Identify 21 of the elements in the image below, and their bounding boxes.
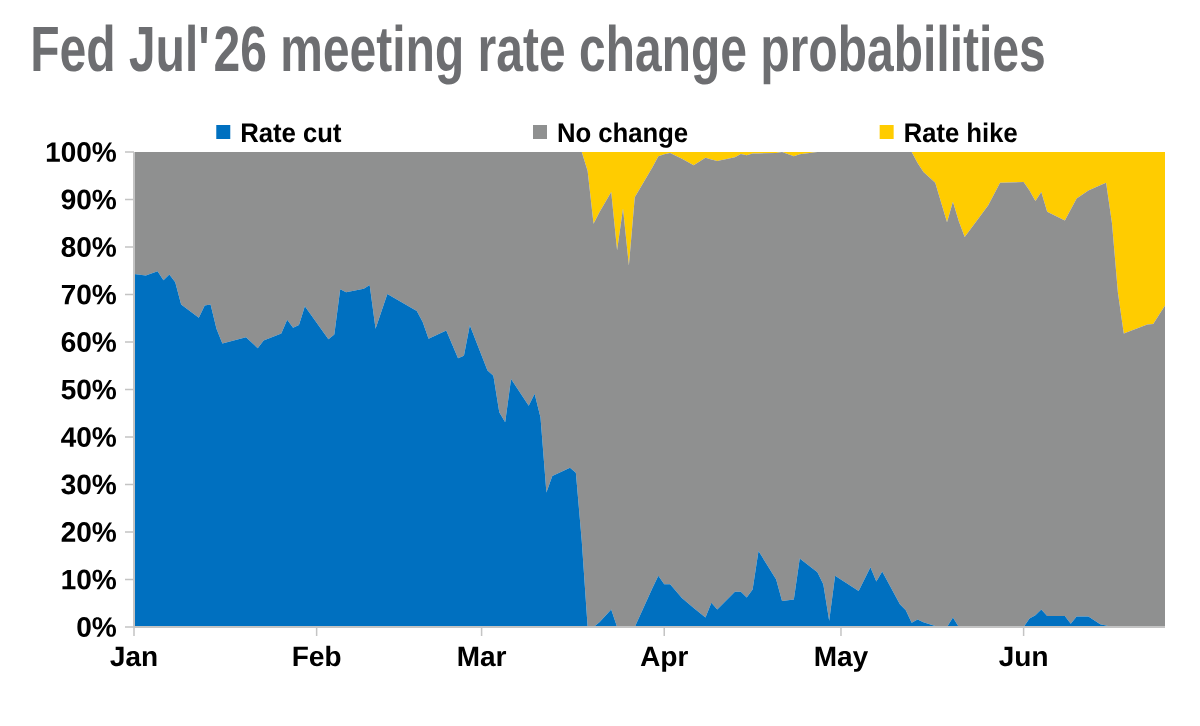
x-tick-label: Feb [293,645,341,667]
x-tick-label: Jan [110,646,157,667]
x-tick-label: Apr [640,646,688,672]
x-tick-label: Mar [458,646,507,667]
y-tick-label: 60% [61,332,116,352]
legend-label: Rate cut [241,123,342,143]
y-tick-label: 10% [62,569,116,590]
x-tick-label: May [815,646,869,672]
y-tick-label: 90% [61,189,116,210]
y-tick-label: 40% [61,427,116,447]
y-tick-label: 100% [46,142,116,162]
chart-title: Fed Jul'26 meeting rate change probabilities [33,24,1044,85]
y-tick-label: 80% [61,237,116,257]
y-tick-label: 70% [61,284,116,305]
y-tick-label: 20% [61,522,116,542]
y-tick-label: 50% [61,379,116,400]
y-tick-label: 0% [77,617,116,637]
x-tick-label: Jun [999,646,1047,667]
legend-label: No change [558,122,688,148]
y-tick-label: 30% [61,474,116,495]
legend-label: Rate hike [905,122,1017,143]
